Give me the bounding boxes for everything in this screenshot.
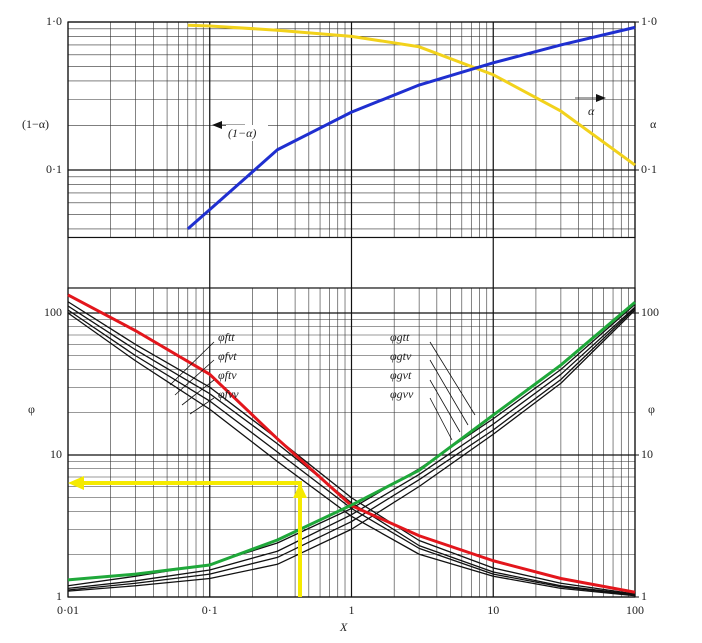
reading-arrows bbox=[68, 476, 307, 597]
y-axis-label: φ bbox=[28, 402, 35, 416]
y2-tick-label: 10 bbox=[641, 447, 653, 461]
x-axis-label: X bbox=[339, 620, 348, 634]
series-line bbox=[67, 312, 636, 597]
x-tick-label: 10 bbox=[487, 603, 499, 617]
series-line bbox=[67, 301, 636, 595]
y-tick-label: 1 bbox=[56, 589, 62, 603]
arrow-head bbox=[68, 476, 84, 490]
curve-label: φgtt bbox=[390, 330, 410, 344]
x-tick-label: 1 bbox=[349, 603, 355, 617]
series-line bbox=[67, 306, 636, 590]
y2-tick-label: 1·0 bbox=[641, 14, 657, 28]
x-tick-label: 100 bbox=[626, 603, 644, 617]
series-line bbox=[187, 23, 636, 167]
label-bg bbox=[226, 125, 268, 141]
series-line bbox=[67, 309, 636, 592]
grid bbox=[67, 21, 639, 598]
curves bbox=[67, 23, 636, 597]
curve-label: φftt bbox=[218, 330, 235, 344]
curve-label: φftv bbox=[218, 368, 237, 382]
x-tick-label: 0·1 bbox=[202, 603, 218, 617]
curve-label: φgtv bbox=[390, 349, 412, 363]
series-line bbox=[67, 307, 636, 591]
y-axis-label: (1−α) bbox=[22, 117, 49, 131]
y-tick-label: 0·1 bbox=[46, 162, 62, 176]
curve-label: φgvt bbox=[390, 368, 412, 382]
curve-label: φfvv bbox=[218, 387, 239, 401]
arrow-head bbox=[596, 94, 606, 102]
y-tick-label: 100 bbox=[44, 305, 62, 319]
arrow-head bbox=[212, 121, 222, 129]
y2-tick-label: 0·1 bbox=[641, 162, 657, 176]
series-line bbox=[186, 25, 636, 231]
series-line bbox=[67, 301, 636, 582]
annotation: α bbox=[588, 104, 595, 118]
y2-tick-label: 100 bbox=[641, 305, 659, 319]
arrow-head bbox=[293, 483, 307, 498]
curve-labels: (1−α) α φftt φfvt φftv φfvv φgtt φgtv φg… bbox=[218, 104, 595, 401]
y2-tick-label: 1 bbox=[641, 589, 647, 603]
y-tick-label: 1·0 bbox=[46, 14, 62, 28]
series-line bbox=[67, 305, 636, 596]
y2-axis-label: φ bbox=[648, 402, 655, 416]
y-tick-label: 10 bbox=[50, 447, 62, 461]
annotation: (1−α) bbox=[228, 126, 256, 140]
y2-axis-label: α bbox=[650, 117, 657, 131]
curve-label: φgvv bbox=[390, 387, 414, 401]
curve-label: φfvt bbox=[218, 349, 237, 363]
x-tick-label: 0·01 bbox=[57, 603, 79, 617]
